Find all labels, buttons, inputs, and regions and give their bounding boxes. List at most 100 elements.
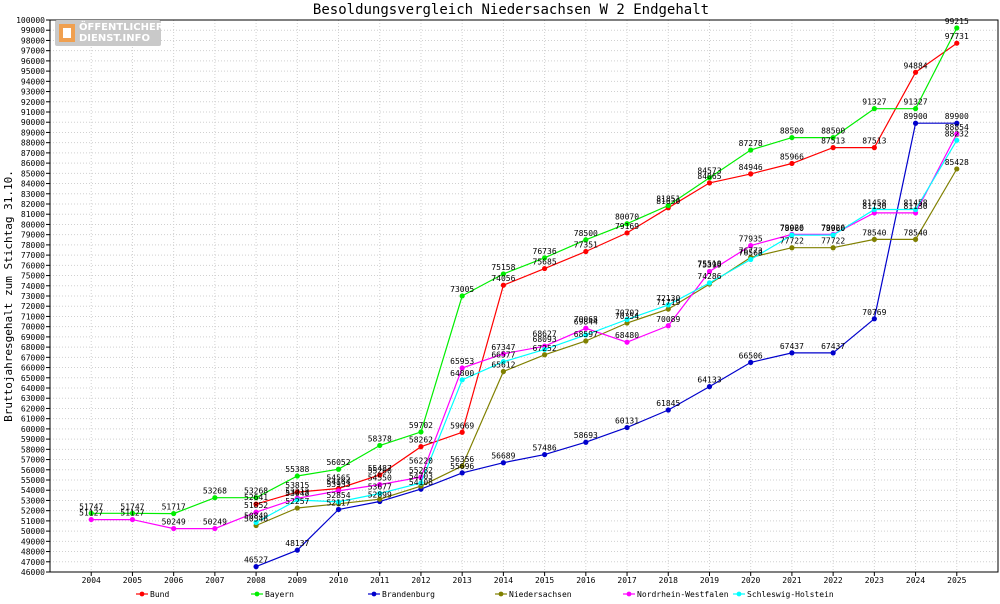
data-point bbox=[335, 488, 342, 494]
data-point bbox=[748, 147, 754, 153]
y-tick-label: 55000 bbox=[21, 476, 45, 485]
data-label: 54565 bbox=[326, 473, 350, 482]
legend-swatch-marker bbox=[626, 591, 632, 597]
data-point bbox=[665, 302, 671, 308]
data-point bbox=[954, 40, 960, 46]
data-label: 89900 bbox=[904, 112, 928, 121]
data-label: 67437 bbox=[821, 342, 845, 351]
data-point bbox=[624, 339, 630, 345]
data-point bbox=[954, 166, 960, 172]
data-point bbox=[542, 451, 548, 458]
data-label: 67252 bbox=[533, 344, 557, 353]
data-label: 77722 bbox=[780, 237, 804, 246]
data-label: 87278 bbox=[739, 139, 763, 148]
y-tick-label: 73000 bbox=[21, 292, 45, 301]
data-label: 71719 bbox=[656, 298, 680, 307]
y-tick-label: 54000 bbox=[21, 486, 45, 495]
data-label: 72130 bbox=[656, 294, 680, 303]
x-tick-label: 2021 bbox=[782, 576, 801, 585]
data-point bbox=[706, 180, 713, 186]
legend-swatch-marker bbox=[139, 591, 145, 597]
legend-swatch-marker bbox=[254, 591, 260, 597]
data-label: 67347 bbox=[491, 343, 515, 352]
data-label: 51717 bbox=[162, 503, 186, 512]
series-line bbox=[91, 133, 958, 530]
y-tick-label: 50000 bbox=[21, 527, 45, 536]
data-label: 55487 bbox=[368, 464, 392, 473]
data-label: 58378 bbox=[368, 434, 392, 443]
data-label: 53677 bbox=[368, 483, 392, 492]
data-point bbox=[500, 351, 506, 357]
y-tick-label: 84000 bbox=[21, 180, 45, 189]
y-tick-label: 63000 bbox=[21, 394, 45, 403]
y-tick-label: 64000 bbox=[21, 384, 45, 393]
data-label: 76773 bbox=[739, 246, 763, 255]
y-tick-label: 52000 bbox=[21, 507, 45, 516]
data-label: 54164 bbox=[326, 478, 350, 487]
data-label: 53933 bbox=[326, 480, 350, 489]
data-point bbox=[500, 271, 506, 277]
data-label: 67437 bbox=[780, 342, 804, 351]
x-tick-label: 2023 bbox=[865, 576, 884, 585]
y-tick-label: 74000 bbox=[21, 282, 45, 291]
data-point bbox=[954, 120, 960, 126]
y-tick-label: 72000 bbox=[21, 302, 45, 311]
data-label: 53048 bbox=[285, 489, 309, 498]
legend-item-label: Niedersachsen bbox=[509, 590, 572, 599]
data-point bbox=[253, 495, 259, 501]
series-niedersachsen bbox=[253, 166, 960, 529]
data-label: 91327 bbox=[862, 98, 886, 107]
data-label: 99215 bbox=[945, 17, 969, 26]
y-tick-label: 97000 bbox=[21, 47, 45, 56]
data-point bbox=[459, 293, 465, 299]
data-point bbox=[377, 496, 383, 502]
series-line bbox=[255, 122, 957, 568]
data-label: 97731 bbox=[945, 32, 969, 41]
data-point bbox=[789, 160, 795, 167]
data-point bbox=[871, 206, 877, 213]
data-point bbox=[459, 429, 465, 435]
data-label: 84946 bbox=[739, 163, 763, 172]
data-label: 68480 bbox=[615, 331, 639, 340]
data-label: 64800 bbox=[450, 369, 474, 378]
x-tick-label: 2006 bbox=[164, 576, 183, 585]
data-label: 53268 bbox=[203, 487, 227, 496]
data-label: 55388 bbox=[285, 465, 309, 474]
data-point bbox=[830, 232, 836, 238]
data-label: 94884 bbox=[904, 61, 928, 70]
data-point bbox=[624, 230, 630, 236]
y-tick-label: 96000 bbox=[21, 57, 45, 66]
data-point bbox=[253, 564, 259, 570]
data-point bbox=[377, 490, 383, 497]
y-tick-label: 47000 bbox=[21, 558, 45, 567]
data-point bbox=[500, 460, 506, 466]
data-label: 91327 bbox=[904, 98, 928, 107]
y-tick-label: 93000 bbox=[21, 88, 45, 97]
data-label: 50546 bbox=[244, 515, 268, 524]
data-point bbox=[335, 499, 342, 505]
data-point bbox=[335, 506, 342, 513]
y-tick-label: 91000 bbox=[21, 108, 45, 117]
data-point bbox=[830, 245, 836, 251]
data-label: 76568 bbox=[739, 249, 763, 258]
data-point bbox=[789, 350, 795, 356]
publisher-logo[interactable]: ÖFFENTLICHER DIENST.INFO bbox=[55, 20, 164, 46]
y-tick-label: 85000 bbox=[21, 169, 45, 178]
legend-item-label: Schleswig-Holstein bbox=[747, 590, 834, 599]
data-point bbox=[871, 316, 877, 322]
series-schleswig-holstein bbox=[253, 137, 960, 526]
data-label: 77935 bbox=[739, 235, 763, 244]
data-label: 74286 bbox=[697, 272, 721, 281]
x-tick-label: 2015 bbox=[535, 576, 554, 585]
data-label: 58262 bbox=[409, 436, 433, 445]
data-point bbox=[748, 171, 754, 177]
data-point bbox=[665, 202, 671, 209]
data-point bbox=[871, 145, 877, 151]
data-point bbox=[583, 237, 589, 243]
legend-item-label: Brandenburg bbox=[382, 590, 435, 599]
y-tick-label: 95000 bbox=[21, 67, 45, 76]
data-point bbox=[583, 338, 589, 344]
data-point bbox=[294, 505, 300, 511]
data-point bbox=[418, 480, 424, 486]
data-point bbox=[624, 316, 630, 323]
